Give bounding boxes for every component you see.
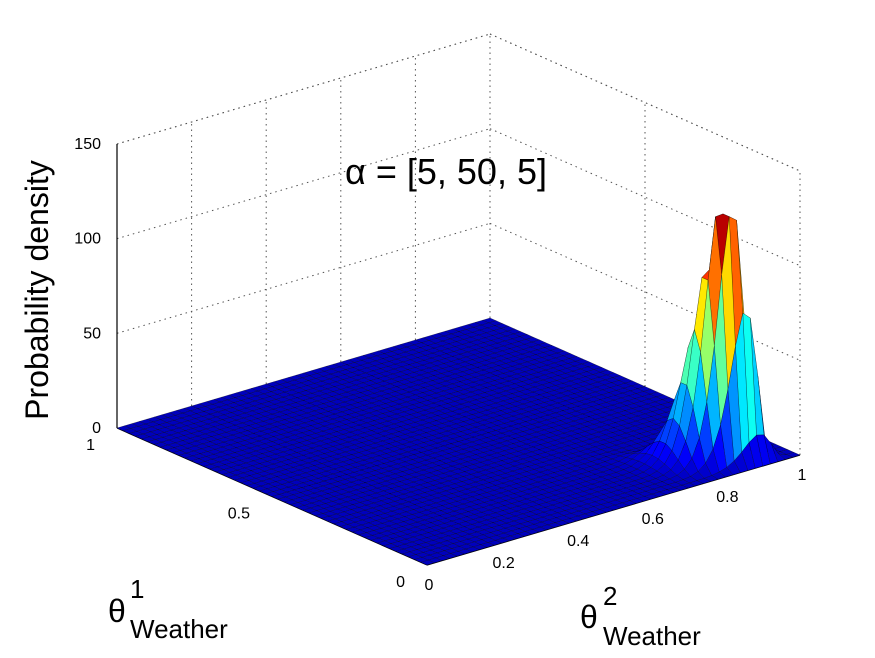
z-tick-label: 150 (74, 136, 101, 153)
grid-line-top (489, 33, 801, 172)
y-tick-label: 0.4 (567, 533, 589, 550)
z-tick-label: 100 (74, 231, 101, 248)
y-axis-label-sup: 2 (603, 581, 617, 611)
y-tick-label: 1 (798, 467, 807, 484)
grid-line-back-right (489, 222, 801, 361)
y-tick-label: 0.2 (492, 555, 514, 572)
x-axis-label: θ 1 Weather (108, 574, 228, 644)
x-tick-label: 0.5 (228, 506, 250, 523)
x-axis-label-base: θ (108, 593, 126, 629)
grid-line-back-left (116, 222, 491, 334)
y-tick-label: 0.8 (716, 489, 738, 506)
x-tick-label: 0 (396, 574, 405, 591)
grid-line-back-right (489, 128, 801, 267)
x-axis-label-sub: Weather (130, 614, 228, 644)
y-axis-label-base: θ (580, 599, 598, 635)
y-tick-label: 0 (425, 577, 434, 594)
z-tick-label: 50 (83, 325, 101, 342)
y-axis-label: θ 2 Weather (580, 581, 701, 651)
y-tick-label: 0.6 (642, 511, 664, 528)
z-axis-label: Probability density (19, 160, 55, 420)
x-axis-label-sup: 1 (130, 574, 144, 604)
z-tick-label: 0 (92, 420, 101, 437)
surface-plot (116, 213, 801, 566)
chart-title: α = [5, 50, 5] (345, 151, 547, 192)
x-tick-label: 1 (86, 437, 95, 454)
y-axis-label-sub: Weather (603, 621, 701, 651)
surface-cell (420, 559, 436, 566)
grid-line-top (116, 33, 491, 145)
